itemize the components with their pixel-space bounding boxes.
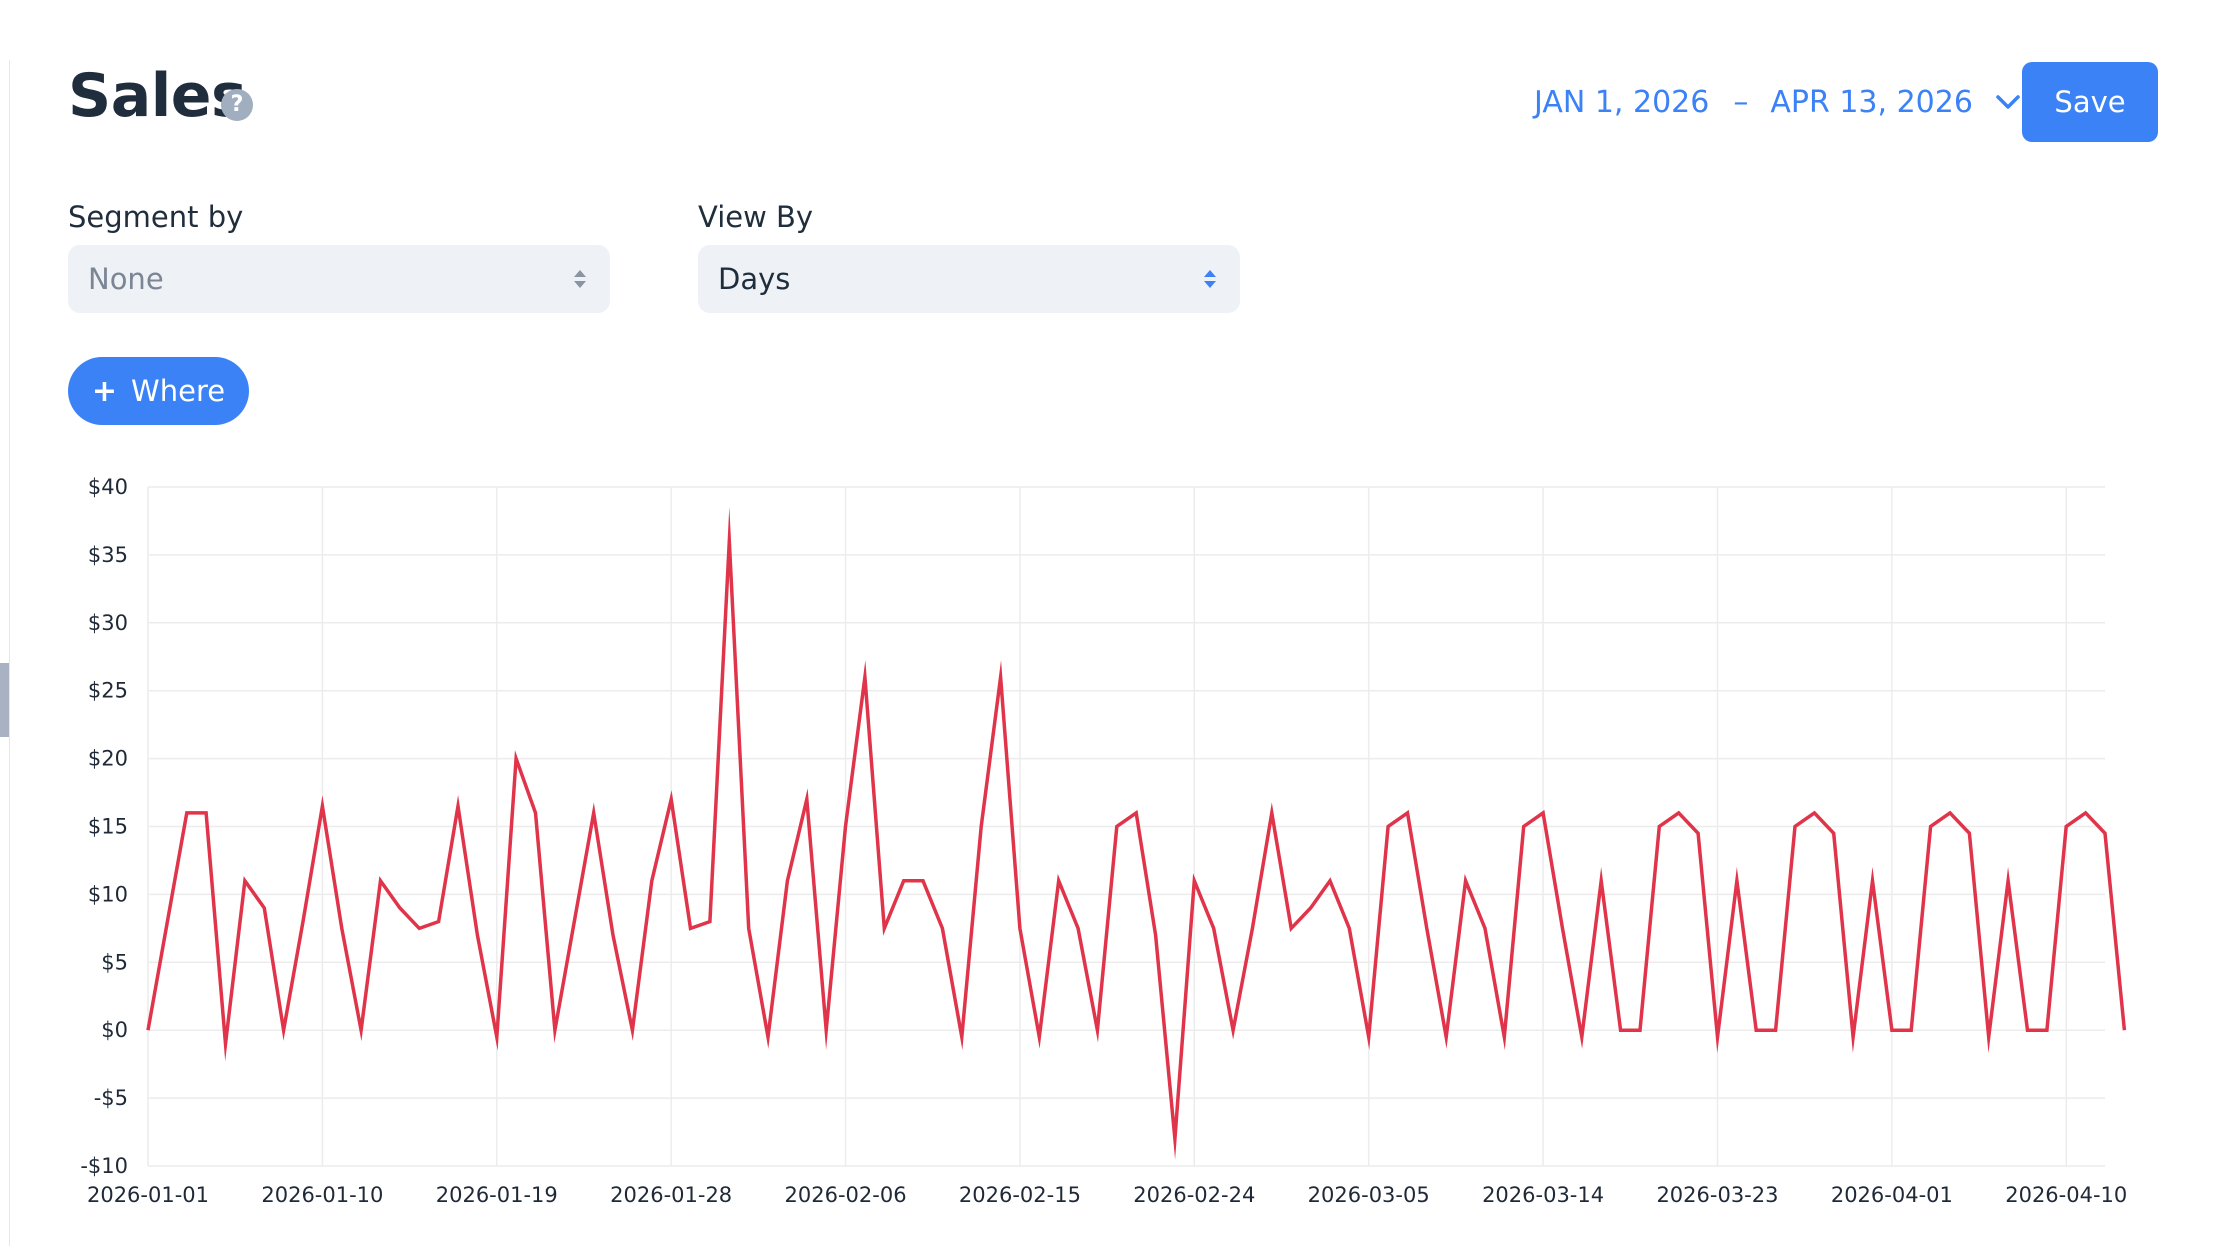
view-by-select[interactable]: Days (698, 245, 1240, 313)
panel-resize-handle[interactable] (0, 663, 9, 737)
x-tick-label: 2026-01-01 (87, 1183, 209, 1207)
date-start: JAN 1, 2026 (1534, 84, 1710, 120)
view-by-value: Days (718, 262, 791, 296)
x-tick-label: 2026-03-23 (1656, 1183, 1778, 1207)
y-tick-label: $15 (88, 815, 128, 839)
plus-icon: + (91, 373, 118, 409)
y-tick-label: $35 (88, 543, 128, 567)
date-end: APR 13, 2026 (1770, 84, 1973, 120)
segment-by-label: Segment by (68, 200, 244, 234)
view-by-label: View By (698, 200, 814, 234)
x-axis-ticks: 2026-01-01 2026-01-10 2026-01-19 2026-01-28… (87, 1183, 2127, 1207)
where-button-label: Where (131, 374, 226, 408)
select-arrows-icon (574, 270, 586, 288)
x-tick-label: 2026-03-14 (1482, 1183, 1604, 1207)
date-separator: – (1733, 84, 1749, 120)
y-tick-label: $20 (88, 747, 128, 771)
x-tick-label: 2026-01-19 (436, 1183, 558, 1207)
sales-series-line (146, 506, 2127, 1160)
page-title: Sales (68, 61, 247, 131)
x-tick-label: 2026-01-10 (261, 1183, 383, 1207)
y-axis-ticks: $40 $35 $30 $25 $20 $15 $10 $5 $0 -$5 -$10 (80, 475, 128, 1178)
chevron-down-icon[interactable] (1995, 93, 2021, 111)
segment-by-select[interactable]: None (68, 245, 610, 313)
chart-grid (147, 486, 2105, 1167)
y-tick-label: $30 (88, 611, 128, 635)
y-tick-label: $25 (88, 679, 128, 703)
y-tick-label: $10 (88, 882, 128, 906)
date-range-picker[interactable]: JAN 1, 2026 – APR 13, 2026 (1534, 82, 2021, 122)
x-tick-label: 2026-04-01 (1831, 1183, 1953, 1207)
x-tick-label: 2026-02-24 (1133, 1183, 1255, 1207)
select-arrows-icon (1204, 270, 1216, 288)
save-button[interactable]: Save (2022, 62, 2158, 142)
x-tick-label: 2026-04-10 (2005, 1183, 2127, 1207)
chart-series (146, 506, 2127, 1160)
x-tick-label: 2026-01-28 (610, 1183, 732, 1207)
y-tick-label: $5 (101, 950, 128, 974)
y-tick-label: -$10 (80, 1154, 128, 1178)
x-tick-label: 2026-02-06 (785, 1183, 907, 1207)
y-tick-label: -$5 (94, 1086, 128, 1110)
add-where-filter-button[interactable]: + Where (68, 357, 249, 425)
y-tick-label: $0 (101, 1018, 128, 1042)
help-icon[interactable]: ? (221, 89, 253, 121)
x-tick-label: 2026-03-05 (1308, 1183, 1430, 1207)
segment-by-value: None (88, 262, 164, 296)
y-tick-label: $40 (88, 475, 128, 499)
left-panel-edge (0, 60, 10, 1246)
x-tick-label: 2026-02-15 (959, 1183, 1081, 1207)
